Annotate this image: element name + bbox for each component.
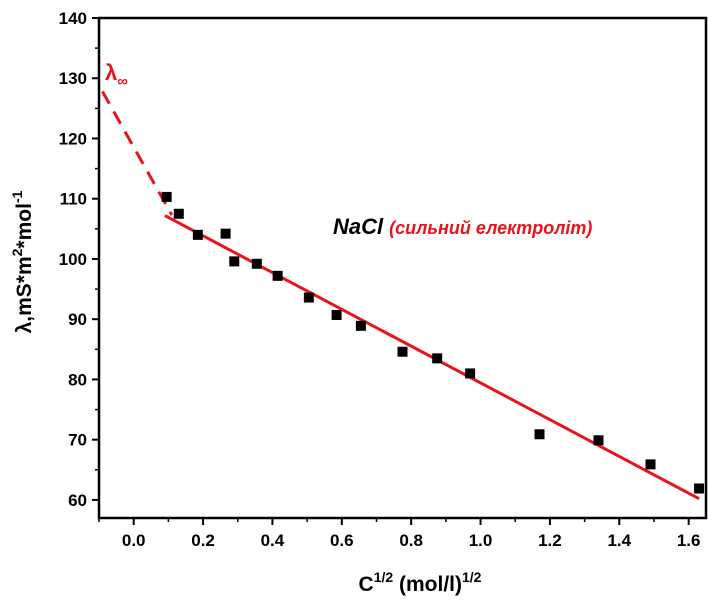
x-tick-label: 0.0 bbox=[122, 531, 146, 550]
data-point bbox=[192, 229, 203, 240]
y-axis-title: λ,mS*m2*mol-1 bbox=[9, 190, 36, 333]
data-point bbox=[229, 256, 240, 267]
data-point bbox=[161, 191, 172, 202]
y-tick-label: 140 bbox=[59, 9, 87, 28]
y-tick-label: 90 bbox=[68, 310, 87, 329]
data-point bbox=[534, 429, 545, 440]
x-tick-label: 1.2 bbox=[538, 531, 562, 550]
y-tick-label: 60 bbox=[68, 491, 87, 510]
x-tick-label: 0.8 bbox=[399, 531, 423, 550]
x-tick-label: 1.0 bbox=[469, 531, 493, 550]
x-tick-label: 0.4 bbox=[261, 531, 285, 550]
fit-line bbox=[164, 214, 700, 501]
y-tick-label: 120 bbox=[59, 129, 87, 148]
data-point bbox=[694, 483, 705, 494]
plot-area: 0.0 0.2 0.4 0.6 0.8 1.0 1.2 1.4 1.6 60 70 80 90 100 11… bbox=[59, 9, 708, 550]
data-point bbox=[397, 346, 408, 357]
data-point bbox=[303, 292, 314, 303]
chart-annotation: NaCl (сильний електроліт) bbox=[333, 214, 592, 239]
data-point bbox=[432, 353, 443, 364]
x-tick-label: 0.2 bbox=[191, 531, 215, 550]
data-point bbox=[355, 320, 366, 331]
data-point bbox=[465, 368, 476, 379]
y-tick-label: 110 bbox=[60, 190, 87, 209]
data-point bbox=[593, 435, 604, 446]
data-point bbox=[173, 208, 184, 219]
data-point bbox=[272, 270, 283, 281]
y-tick-label: 80 bbox=[68, 370, 87, 389]
data-point bbox=[645, 459, 656, 470]
x-tick-label: 1.4 bbox=[607, 531, 631, 550]
extrapolation-line bbox=[101, 90, 174, 216]
data-point bbox=[220, 228, 231, 239]
lambda-infinity-label: λ∞ bbox=[105, 60, 128, 90]
x-tick-label: 1.6 bbox=[677, 531, 701, 550]
y-tick-label: 70 bbox=[68, 431, 87, 450]
x-axis-title: C1/2 (mol/l)1/2 bbox=[359, 569, 482, 596]
plot-frame bbox=[97, 16, 708, 520]
x-tick-label: 0.6 bbox=[330, 531, 354, 550]
y-tick-label: 130 bbox=[59, 69, 87, 88]
data-point bbox=[251, 258, 262, 269]
y-tick-label: 100 bbox=[59, 250, 87, 269]
data-point bbox=[331, 309, 342, 320]
